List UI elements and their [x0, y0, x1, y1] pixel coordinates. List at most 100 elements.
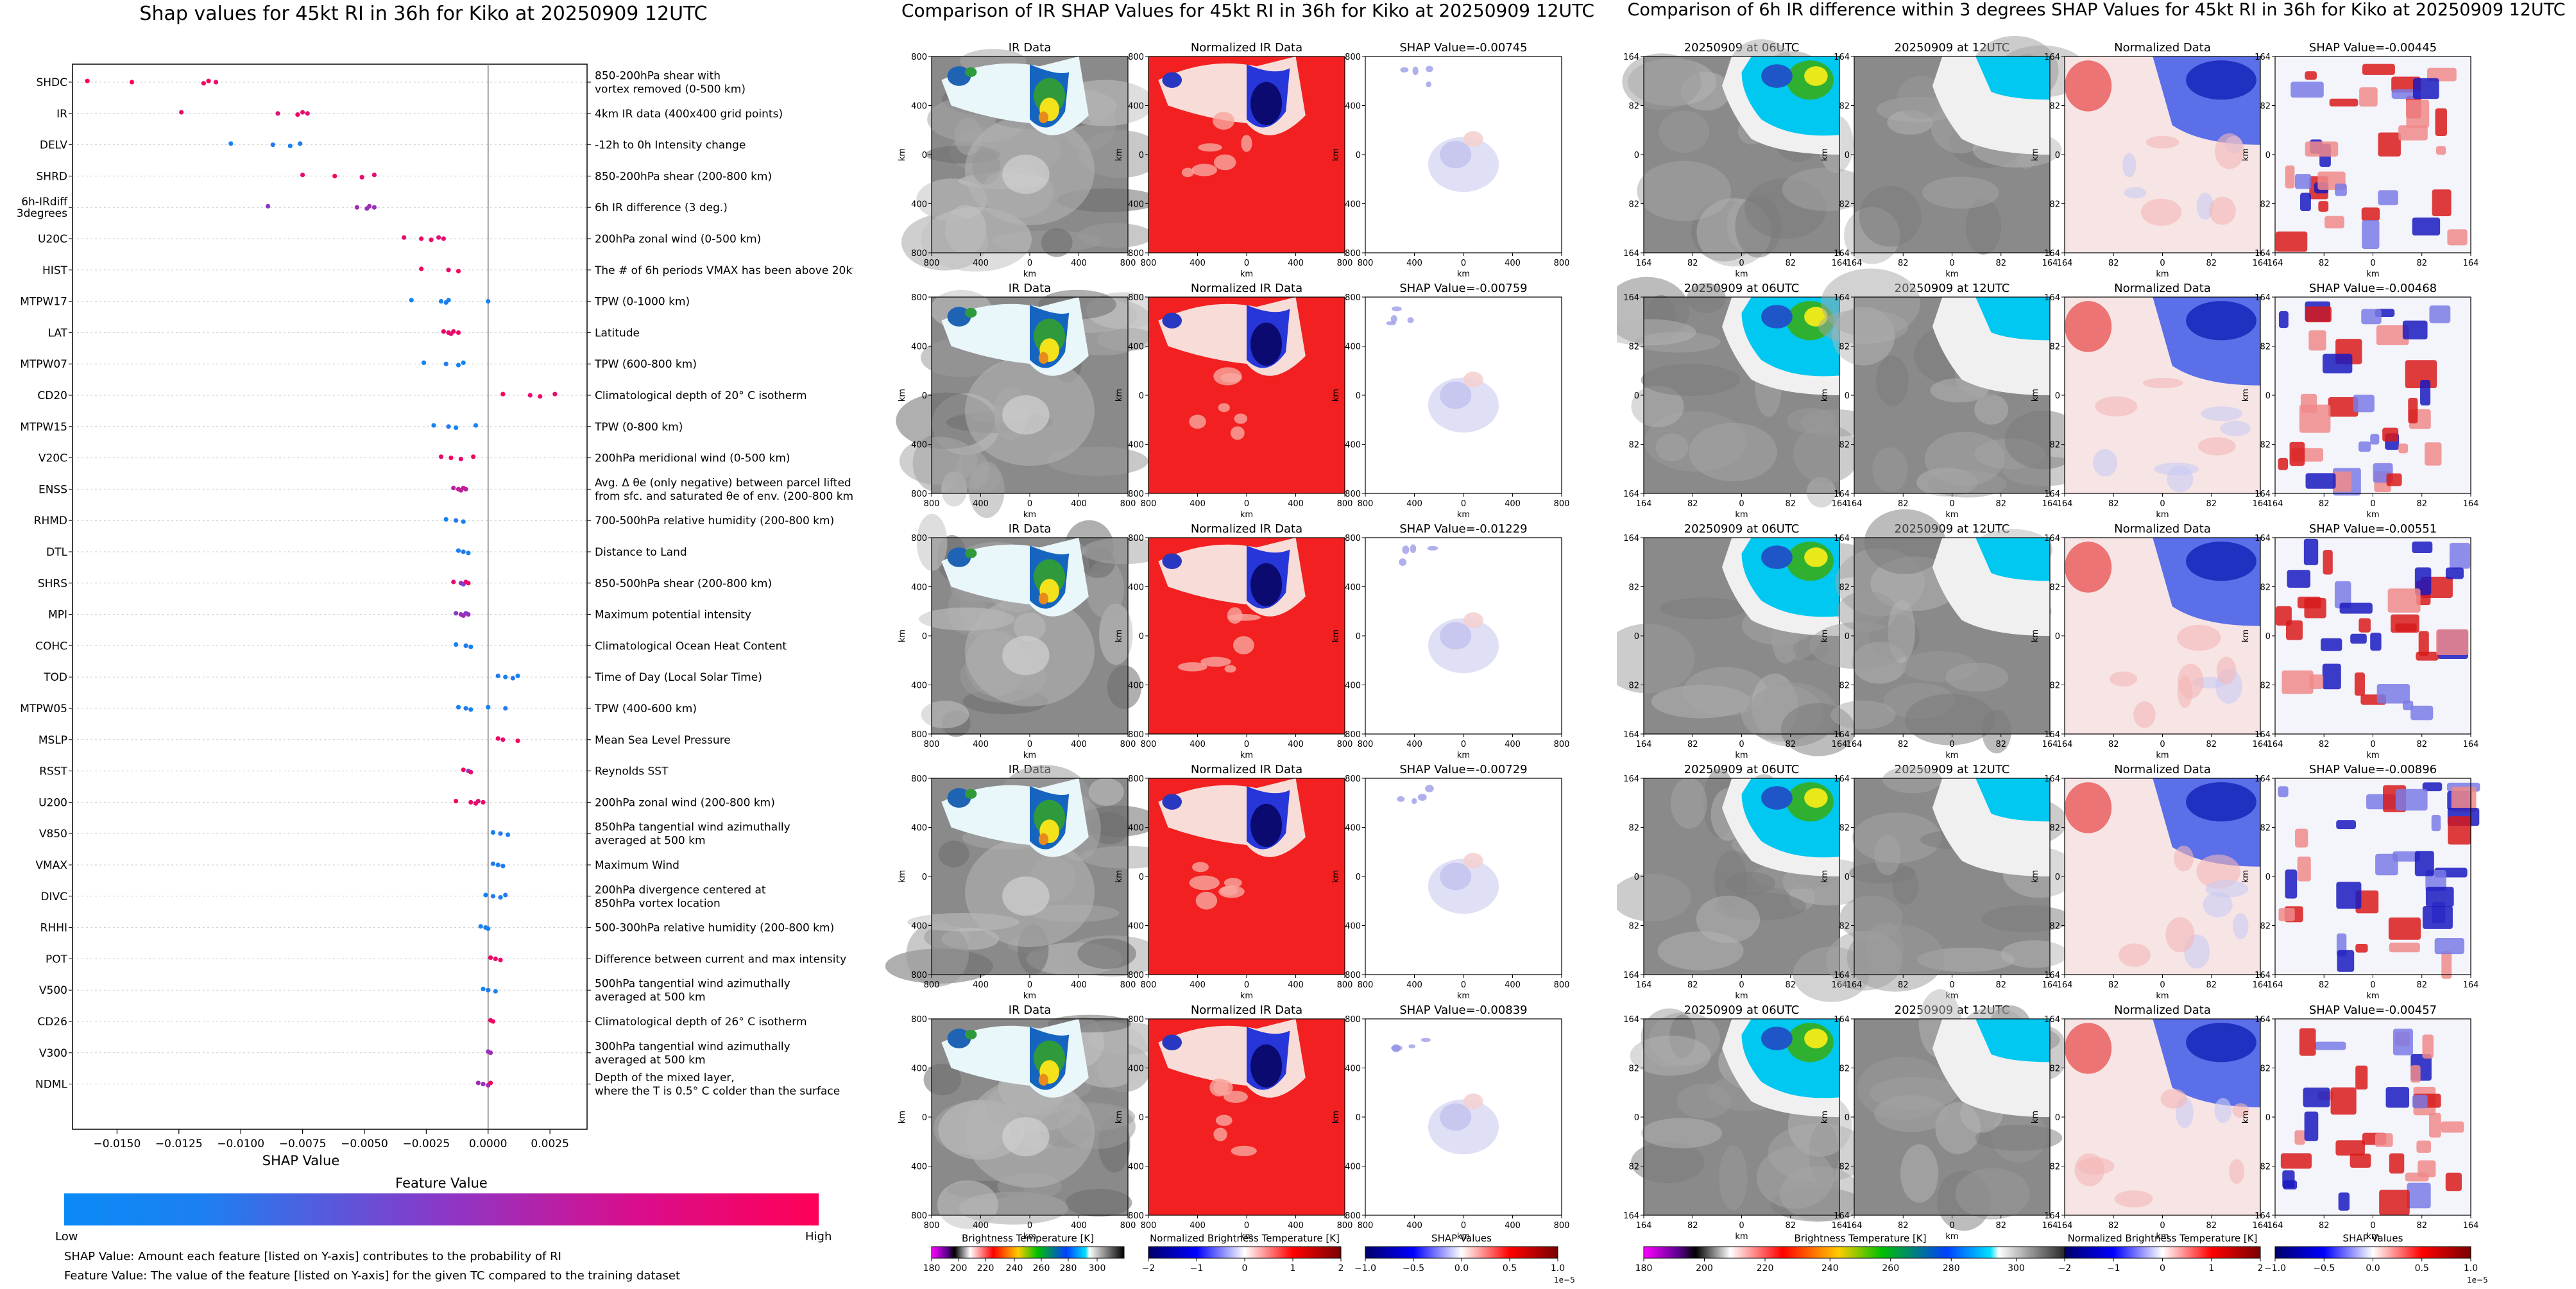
y-tick-label: 82 — [1839, 583, 1850, 593]
x-tick-label: 0 — [1949, 259, 1954, 268]
shap-point — [454, 518, 459, 523]
x-tick-label: 82 — [1898, 980, 1909, 990]
y-tick-label: 164 — [2255, 730, 2271, 740]
feature-label: DTL — [46, 546, 67, 559]
x-tick-label: 0 — [1949, 1221, 1954, 1231]
y-tick-label: 164 — [1834, 53, 1850, 62]
heatmap-image — [2065, 1019, 2260, 1215]
y-tick-label: 164 — [1623, 774, 1639, 784]
panel-title: SHAP Value=-0.00839 — [1399, 1003, 1527, 1017]
x-tick-label: 0 — [2160, 259, 2165, 268]
colorbar-tick-label: 260 — [1033, 1263, 1050, 1274]
panel-title: Normalized Data — [2114, 763, 2211, 776]
x-tick-label: 800 — [1554, 259, 1570, 268]
x-tick-label: 164 — [1847, 1221, 1863, 1231]
heatmap-image — [1825, 765, 2076, 992]
x-axis-label: km — [1023, 751, 1036, 760]
y-tick-label: 0 — [2265, 391, 2271, 401]
y-tick-label: 164 — [1834, 1211, 1850, 1221]
x-axis-label: km — [2366, 510, 2379, 520]
x-axis-label: km — [1945, 751, 1958, 760]
colorbar-label: Normalized Brightness Temperature [K] — [2068, 1233, 2258, 1244]
y-tick-label: 82 — [2049, 343, 2060, 352]
x-tick-label: 164 — [1636, 259, 1652, 268]
y-axis-label: km — [898, 148, 907, 161]
x-tick-label: 800 — [1337, 499, 1353, 509]
feature-description: averaged at 500 km — [595, 1054, 706, 1066]
x-axis-label: km — [2366, 991, 2379, 1001]
shap-point — [490, 861, 496, 866]
x-tick-label: 400 — [1505, 740, 1521, 749]
colorbar-tick-label: 200 — [950, 1263, 968, 1274]
feature-label: SHRS — [38, 577, 67, 590]
x-tick-label: 82 — [2108, 259, 2119, 268]
x-tick-label: −0.0125 — [155, 1138, 203, 1150]
y-tick-label: 0 — [1139, 873, 1144, 882]
heatmap-image — [1148, 778, 1345, 975]
y-tick-label: 82 — [1628, 922, 1639, 932]
feature-label: VMAX — [35, 859, 67, 872]
shap-point — [486, 926, 491, 931]
heatmap-image — [916, 513, 1166, 737]
x-tick-label: 164 — [1636, 499, 1652, 509]
x-tick-label: 400 — [973, 1221, 989, 1231]
shap-point — [451, 579, 456, 585]
colorbar-title: Feature Value — [395, 1175, 488, 1191]
x-axis-label: km — [1240, 751, 1253, 760]
shap-point — [85, 78, 90, 83]
colorbar-tick-label: 280 — [1060, 1263, 1077, 1274]
y-tick-label: 0 — [1356, 632, 1361, 642]
feature-label: NDML — [35, 1079, 67, 1091]
shap-point — [486, 299, 491, 304]
y-axis-label: km — [2031, 389, 2040, 402]
x-tick-label: 0 — [2370, 740, 2375, 749]
shap-point — [461, 549, 466, 554]
shap-point — [493, 956, 498, 961]
y-tick-label: 0 — [2265, 873, 2271, 882]
x-tick-label: 164 — [2253, 1221, 2269, 1231]
ir-shap-section: Comparison of IR SHAP Values for 45kt RI… — [885, 0, 1610, 1289]
feature-description: Distance to Land — [595, 546, 687, 559]
colorbar — [1365, 1246, 1558, 1259]
colorbar-high-label: High — [805, 1230, 832, 1243]
x-tick-label: 0 — [1461, 259, 1466, 268]
panel-title: SHAP Value=-0.00445 — [2309, 41, 2437, 55]
feature-description: 850hPa tangential wind azimuthally — [595, 821, 790, 834]
heatmap-image — [1617, 277, 1872, 508]
shap-point — [228, 141, 234, 146]
feature-description: Reynolds SST — [595, 765, 669, 778]
y-tick-label: 164 — [2255, 774, 2271, 784]
y-tick-label: 400 — [911, 583, 927, 593]
y-tick-label: 0 — [1139, 632, 1144, 642]
y-tick-label: 400 — [1345, 1064, 1361, 1074]
feature-description: Maximum Wind — [595, 859, 679, 872]
x-axis-label: km — [1735, 510, 1748, 520]
x-tick-label: 800 — [1120, 259, 1136, 268]
y-tick-label: 82 — [1839, 1163, 1850, 1172]
x-tick-label: 0 — [1461, 1221, 1466, 1231]
x-tick-label: 800 — [1120, 980, 1136, 990]
y-tick-label: 800 — [1128, 293, 1144, 303]
x-axis-label: km — [1240, 510, 1253, 520]
feature-label: DIVC — [40, 891, 67, 903]
feature-description: Time of Day (Local Solar Time) — [594, 671, 762, 684]
shap-point — [448, 456, 454, 461]
x-axis-label: km — [1023, 1232, 1036, 1242]
y-tick-label: 0 — [1845, 632, 1850, 642]
heatmap-image — [1148, 297, 1345, 493]
shap-point — [402, 235, 407, 240]
colorbar-tick-label: −1 — [2107, 1263, 2120, 1274]
shap-point — [429, 237, 434, 243]
y-tick-label: 164 — [2255, 1015, 2271, 1025]
x-tick-label: 82 — [1995, 980, 2006, 990]
y-tick-label: 800 — [911, 971, 927, 980]
y-tick-label: 164 — [1834, 534, 1850, 543]
panel-title: SHAP Value=-0.00759 — [1399, 282, 1527, 295]
y-tick-label: 800 — [1128, 971, 1144, 980]
x-tick-label: 800 — [1337, 980, 1353, 990]
x-tick-label: 800 — [1141, 499, 1157, 509]
x-tick-label: 82 — [1995, 259, 2006, 268]
x-tick-label: 82 — [1785, 1221, 1796, 1231]
x-tick-label: 800 — [924, 259, 940, 268]
